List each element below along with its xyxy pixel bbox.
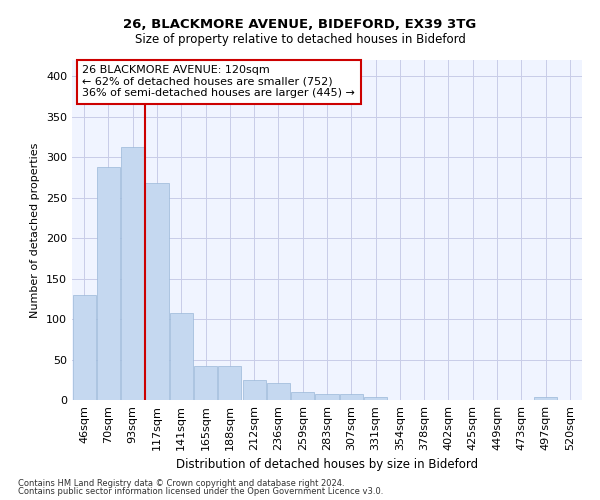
Bar <box>291 392 314 400</box>
Text: Contains HM Land Registry data © Crown copyright and database right 2024.: Contains HM Land Registry data © Crown c… <box>18 478 344 488</box>
Text: Size of property relative to detached houses in Bideford: Size of property relative to detached ho… <box>134 32 466 46</box>
Bar <box>194 366 217 400</box>
Bar <box>242 380 266 400</box>
Bar <box>534 397 557 400</box>
Bar <box>121 146 144 400</box>
Bar <box>316 394 338 400</box>
Bar <box>145 183 169 400</box>
Bar <box>267 383 290 400</box>
Bar <box>97 167 120 400</box>
Bar <box>73 295 95 400</box>
Y-axis label: Number of detached properties: Number of detached properties <box>31 142 40 318</box>
Bar <box>218 366 241 400</box>
Text: 26, BLACKMORE AVENUE, BIDEFORD, EX39 3TG: 26, BLACKMORE AVENUE, BIDEFORD, EX39 3TG <box>124 18 476 30</box>
X-axis label: Distribution of detached houses by size in Bideford: Distribution of detached houses by size … <box>176 458 478 471</box>
Text: Contains public sector information licensed under the Open Government Licence v3: Contains public sector information licen… <box>18 487 383 496</box>
Bar <box>340 394 363 400</box>
Bar <box>364 397 387 400</box>
Text: 26 BLACKMORE AVENUE: 120sqm
← 62% of detached houses are smaller (752)
36% of se: 26 BLACKMORE AVENUE: 120sqm ← 62% of det… <box>82 65 355 98</box>
Bar <box>170 314 193 400</box>
